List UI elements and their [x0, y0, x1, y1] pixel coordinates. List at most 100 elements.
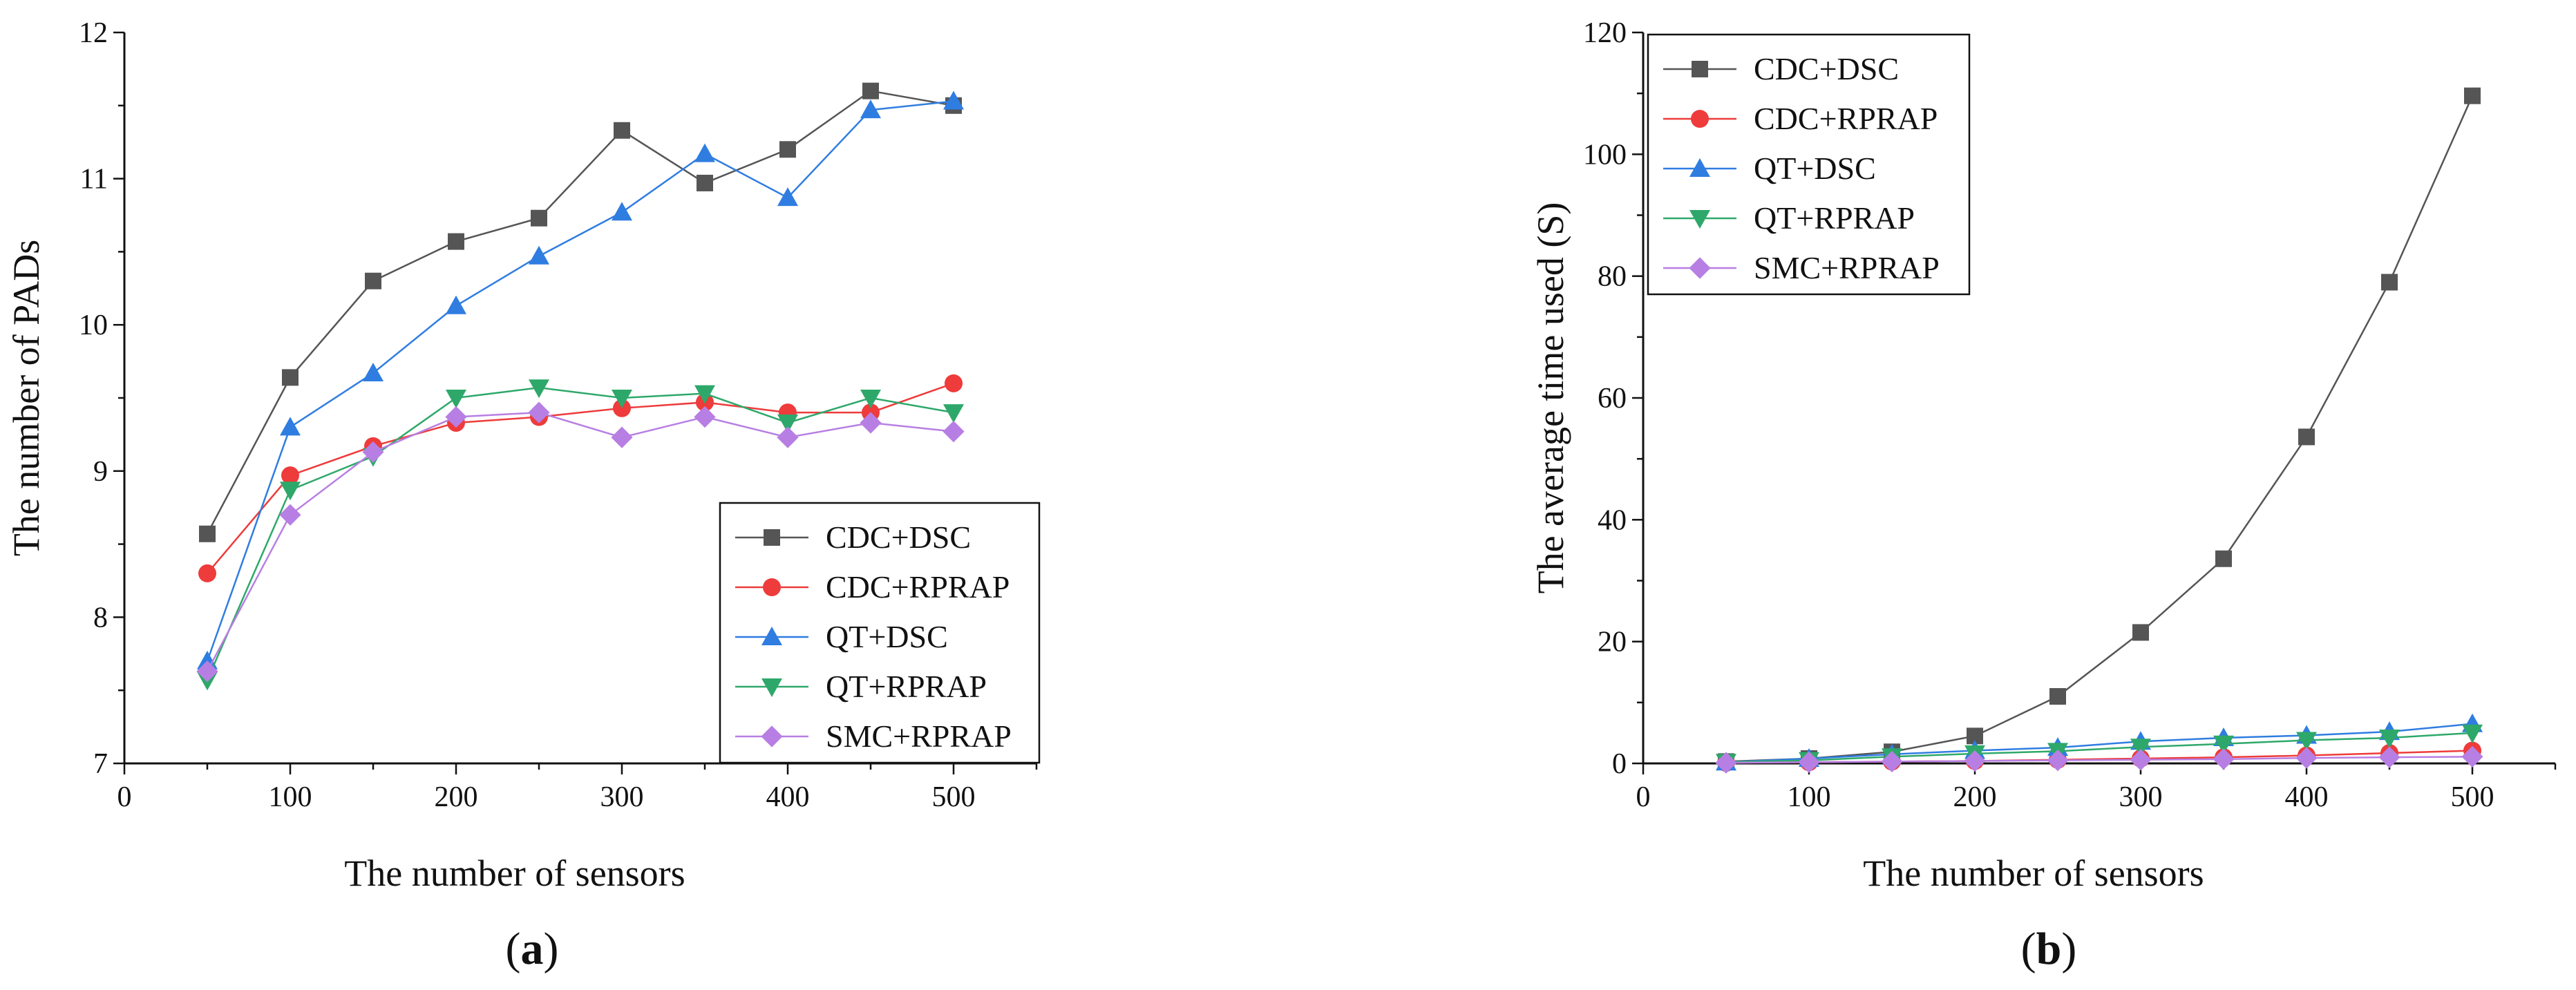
legend-marker-qt-dsc — [1689, 158, 1710, 177]
data-point-smc-rprap — [611, 426, 633, 448]
legend-item: CDC+RPRAP — [735, 569, 1010, 605]
data-point-smc-rprap — [2047, 749, 2069, 772]
y-tick-label: 11 — [80, 164, 108, 196]
data-point-qt-rprap — [2462, 724, 2483, 743]
legend-marker-cdc-rprap — [763, 578, 781, 596]
data-point-smc-rprap — [1881, 750, 1903, 772]
data-point-cdc-dsc — [199, 525, 216, 542]
data-point-cdc-dsc — [2298, 428, 2315, 446]
data-point-smc-rprap — [2130, 749, 2152, 771]
y-tick-label: 120 — [1583, 17, 1627, 49]
x-axis-title: The number of sensors — [1863, 853, 2204, 894]
data-point-smc-rprap — [2295, 747, 2318, 769]
x-axis-title: The number of sensors — [344, 853, 685, 894]
data-point-qt-dsc — [612, 202, 632, 221]
data-point-smc-rprap — [943, 421, 965, 443]
series-line-qt-dsc — [1725, 723, 2473, 763]
series-smc-rprap — [1715, 745, 2483, 774]
data-point-cdc-dsc — [779, 141, 796, 158]
legend-item: CDC+DSC — [735, 520, 971, 555]
data-point-smc-rprap — [860, 412, 882, 434]
legend-item: SMC+RPRAP — [735, 718, 1012, 754]
legend-label: CDC+RPRAP — [1754, 101, 1938, 136]
legend-marker-qt-rprap — [1689, 210, 1710, 229]
x-tick-label: 400 — [766, 781, 810, 813]
legend-item: SMC+RPRAP — [1663, 250, 1940, 285]
legend-label: SMC+RPRAP — [1754, 250, 1940, 285]
chart-panel-b: 0 100 200 300 400 500 0 20 40 60 80 100 120 The numbe… — [1530, 17, 2557, 974]
panel-label-letter: b — [2036, 924, 2062, 974]
panel-label-letter: a — [521, 924, 544, 974]
data-point-qt-dsc — [943, 91, 964, 110]
series-smc-rprap — [196, 401, 965, 683]
data-point-cdc-dsc — [2215, 550, 2232, 567]
legend-marker-cdc-dsc — [764, 529, 780, 546]
series-cdc-rprap — [198, 374, 963, 582]
data-point-qt-rprap — [694, 385, 715, 404]
y-tick-label: 60 — [1598, 383, 1627, 415]
y-tick-label: 8 — [93, 602, 108, 634]
data-point-cdc-rprap — [198, 564, 216, 582]
x-tick-label: 500 — [932, 781, 976, 813]
data-point-cdc-dsc — [365, 272, 381, 289]
legend-item: CDC+DSC — [1663, 51, 1899, 86]
series-line-cdc-dsc — [1725, 95, 2474, 763]
data-point-cdc-dsc — [2381, 274, 2398, 291]
series-line-qt-rprap — [206, 386, 954, 680]
data-point-qt-rprap — [943, 404, 964, 423]
legend-label: QT+RPRAP — [826, 669, 987, 704]
data-point-cdc-rprap — [945, 374, 963, 392]
data-point-smc-rprap — [362, 441, 384, 463]
data-point-cdc-dsc — [862, 82, 879, 99]
data-point-qt-rprap — [860, 390, 881, 408]
y-tick-label: 0 — [1612, 748, 1627, 780]
data-point-qt-rprap — [2130, 739, 2151, 758]
series-qt-dsc — [197, 91, 964, 669]
data-point-smc-rprap — [2213, 748, 2235, 770]
data-point-cdc-dsc — [2464, 87, 2481, 104]
series-line-cdc-rprap — [207, 382, 954, 574]
x-tick-label: 500 — [2451, 781, 2494, 813]
panel-label-close-paren: ) — [544, 924, 559, 974]
series-line-smc-rprap — [206, 411, 954, 672]
y-tick-label: 80 — [1598, 261, 1627, 293]
data-point-smc-rprap — [1798, 751, 1820, 773]
legend-marker-qt-dsc — [761, 627, 782, 645]
legend-label: QT+RPRAP — [1754, 200, 1915, 236]
legend-marker-smc-rprap — [761, 725, 783, 748]
data-point-smc-rprap — [279, 504, 301, 526]
y-axis-title: The number of PADs — [6, 240, 47, 556]
legend-marker-cdc-dsc — [1692, 61, 1708, 77]
series-line-smc-rprap — [1725, 756, 2473, 764]
data-point-qt-dsc — [860, 99, 881, 119]
series-cdc-dsc — [199, 82, 962, 542]
data-point-smc-rprap — [528, 401, 550, 423]
data-point-qt-rprap — [777, 414, 798, 433]
legend-item: QT+DSC — [1663, 151, 1876, 186]
x-tick-label: 400 — [2285, 781, 2329, 813]
x-tick-label: 100 — [269, 781, 312, 813]
data-point-qt-rprap — [2296, 732, 2317, 751]
data-point-smc-rprap — [694, 406, 716, 428]
data-point-qt-rprap — [280, 482, 301, 501]
x-tick-label: 300 — [600, 781, 644, 813]
y-tick-label: 12 — [79, 17, 108, 49]
x-tick-label: 300 — [2119, 781, 2163, 813]
legend-marker-qt-rprap — [761, 678, 782, 697]
data-point-qt-dsc — [777, 187, 798, 207]
data-point-cdc-dsc — [531, 209, 547, 227]
data-point-qt-dsc — [529, 245, 549, 265]
legend-item: CDC+RPRAP — [1663, 101, 1938, 136]
x-tick-label: 0 — [117, 781, 132, 813]
data-point-qt-dsc — [694, 143, 715, 162]
legend-item: QT+RPRAP — [1663, 200, 1915, 236]
data-point-qt-dsc — [280, 417, 301, 436]
chart-panel-a: 0 100 200 300 400 500 7 8 9 10 11 12 The number of s… — [6, 17, 1041, 974]
legend: CDC+DSC CDC+RPRAP QT+DSC QT+RPRAP SMC+RPRAP — [719, 502, 1041, 764]
series-line-qt-rprap — [1725, 732, 2473, 763]
data-point-qt-rprap — [2379, 729, 2400, 748]
legend: CDC+DSC CDC+RPRAP QT+DSC QT+RPRAP SMC+RPRAP — [1647, 33, 1971, 296]
data-point-cdc-dsc — [614, 122, 630, 139]
data-point-smc-rprap — [445, 406, 467, 428]
